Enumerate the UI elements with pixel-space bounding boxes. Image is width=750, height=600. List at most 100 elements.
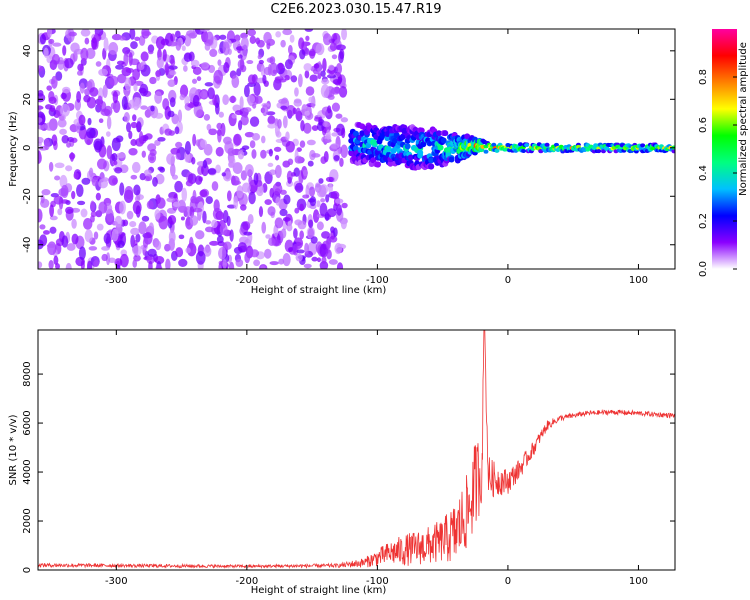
- colorbar-tick-label: 0.4: [698, 165, 709, 181]
- noise-blob: [300, 120, 305, 132]
- noise-blob: [274, 154, 280, 161]
- noise-blob: [77, 63, 84, 72]
- noise-blob: [265, 111, 276, 116]
- noise-blob: [70, 42, 80, 53]
- spectrogram-ytick-label: 0: [22, 145, 33, 151]
- noise-blob: [95, 61, 102, 67]
- noise-blob: [201, 163, 209, 177]
- signal-cell: [440, 137, 447, 144]
- spectrogram-ytick-label: 20: [22, 93, 33, 106]
- noise-blob: [79, 82, 85, 94]
- noise-blob: [130, 121, 138, 129]
- noise-blob: [215, 146, 224, 157]
- noise-blob: [140, 51, 149, 62]
- noise-blob: [336, 262, 344, 269]
- noise-blob: [38, 93, 46, 103]
- noise-blob: [322, 57, 327, 72]
- spectrogram-ytick-label: -40: [22, 237, 33, 253]
- noise-blob: [181, 187, 188, 202]
- noise-blob: [130, 41, 138, 50]
- noise-blob: [65, 206, 74, 214]
- noise-blob: [275, 31, 282, 38]
- signal-cell: [442, 130, 449, 137]
- noise-blob: [277, 62, 284, 71]
- noise-blob: [76, 90, 82, 103]
- noise-blob: [49, 226, 57, 234]
- noise-blob: [267, 123, 277, 129]
- noise-blob: [211, 181, 219, 191]
- colorbar-tick-label: 0.0: [698, 261, 709, 277]
- noise-blob: [202, 210, 207, 224]
- noise-blob: [38, 65, 44, 72]
- noise-blob: [303, 63, 312, 72]
- noise-blob: [148, 260, 153, 269]
- noise-blob: [192, 66, 202, 76]
- noise-blob: [44, 138, 50, 151]
- noise-blob: [220, 122, 226, 137]
- noise-blob: [335, 63, 343, 75]
- snr-series-0: [38, 330, 675, 570]
- noise-blob: [249, 35, 256, 44]
- noise-blob: [199, 189, 208, 198]
- noise-blob: [111, 153, 118, 162]
- noise-blob: [204, 43, 211, 51]
- noise-blob: [331, 132, 339, 137]
- noise-blob: [304, 242, 309, 255]
- noise-blob: [115, 135, 124, 143]
- noise-blob: [84, 37, 90, 45]
- snr-xtick-label: -200: [236, 576, 259, 587]
- noise-blob: [297, 73, 303, 88]
- noise-blob: [218, 246, 227, 260]
- noise-blob: [241, 145, 250, 150]
- noise-blob: [320, 70, 326, 77]
- noise-blob: [149, 76, 157, 85]
- snr-xtick-label: -100: [366, 576, 389, 587]
- noise-blob: [170, 58, 176, 67]
- noise-blob: [287, 219, 292, 231]
- noise-blob: [54, 162, 65, 169]
- noise-blob: [166, 153, 176, 165]
- noise-blob: [222, 41, 230, 56]
- noise-blob: [175, 247, 184, 258]
- noise-blob: [41, 189, 51, 196]
- noise-blob: [103, 233, 111, 245]
- colorbar-tick-label: 0.2: [698, 213, 709, 229]
- noise-blob: [267, 237, 276, 247]
- noise-blob: [249, 116, 260, 127]
- figure-title: C2E6.2023.030.15.47.R19: [270, 2, 441, 17]
- noise-blob: [250, 249, 260, 258]
- noise-blob: [60, 103, 71, 117]
- noise-blob: [62, 86, 71, 94]
- noise-blob: [322, 138, 332, 143]
- noise-blob: [167, 207, 174, 214]
- noise-blob: [91, 176, 99, 187]
- noise-blob: [274, 217, 284, 229]
- noise-blob: [287, 158, 294, 166]
- noise-blob: [311, 256, 318, 262]
- noise-blob: [54, 175, 61, 181]
- noise-blob: [76, 184, 84, 197]
- signal-cell: [399, 133, 406, 140]
- noise-blob: [150, 105, 155, 112]
- noise-blob: [132, 259, 138, 268]
- signal-cell: [392, 137, 399, 144]
- noise-blob: [206, 123, 212, 131]
- noise-blob: [338, 51, 344, 64]
- noise-blob: [317, 72, 322, 80]
- noise-blob: [49, 204, 54, 217]
- noise-blob: [246, 60, 254, 65]
- noise-blob: [40, 194, 45, 204]
- noise-blob: [121, 96, 128, 111]
- noise-blob: [321, 78, 330, 85]
- noise-blob: [340, 219, 347, 230]
- noise-blob: [294, 182, 304, 193]
- noise-blob: [195, 139, 201, 147]
- noise-blob: [234, 110, 243, 116]
- noise-blob: [134, 195, 141, 202]
- noise-blob: [237, 150, 245, 160]
- noise-blob: [46, 85, 53, 91]
- noise-blob: [167, 79, 176, 88]
- noise-blob: [268, 169, 277, 176]
- spectrogram-xtick-label: -100: [366, 275, 389, 286]
- noise-blob: [215, 102, 220, 115]
